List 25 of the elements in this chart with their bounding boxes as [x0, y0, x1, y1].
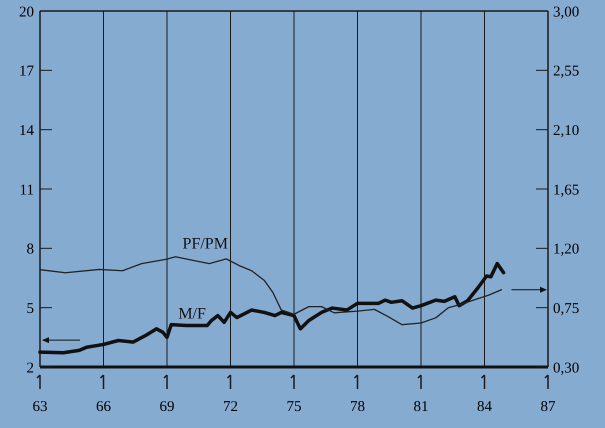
y2-tick-label: 3,00	[553, 4, 580, 20]
x-tick-label: 87	[540, 399, 556, 415]
x-tick-label: 81	[414, 399, 428, 415]
y2-tick-label: 0,30	[553, 360, 580, 376]
series-label: M/F	[178, 306, 206, 322]
x-tick-label: 69	[160, 399, 174, 415]
y2-tick-label: 0,75	[553, 300, 580, 317]
y-tick-label: 2	[26, 360, 34, 376]
y-tick-label: 11	[20, 182, 34, 198]
x-tick-label: 84	[477, 399, 492, 415]
y-tick-label: 5	[26, 300, 34, 317]
y2-tick-label: 2,10	[553, 122, 580, 139]
y-tick-label: 14	[19, 122, 34, 139]
y-tick-label: 8	[26, 242, 34, 258]
y-tick-label: 17	[19, 64, 34, 80]
y2-tick-label: 2,55	[553, 64, 580, 80]
y-tick-label: 20	[19, 4, 34, 20]
y2-tick-label: 1,65	[553, 182, 580, 198]
x-tick-label: 78	[350, 399, 365, 415]
x-tick-label: 63	[32, 399, 48, 415]
x-tick-label: 72	[223, 399, 238, 415]
x-tick-label: 75	[286, 399, 302, 415]
y2-tick-label: 1,20	[553, 242, 580, 258]
x-tick-label: 66	[96, 399, 112, 415]
series-label: PF/PM	[182, 236, 228, 253]
